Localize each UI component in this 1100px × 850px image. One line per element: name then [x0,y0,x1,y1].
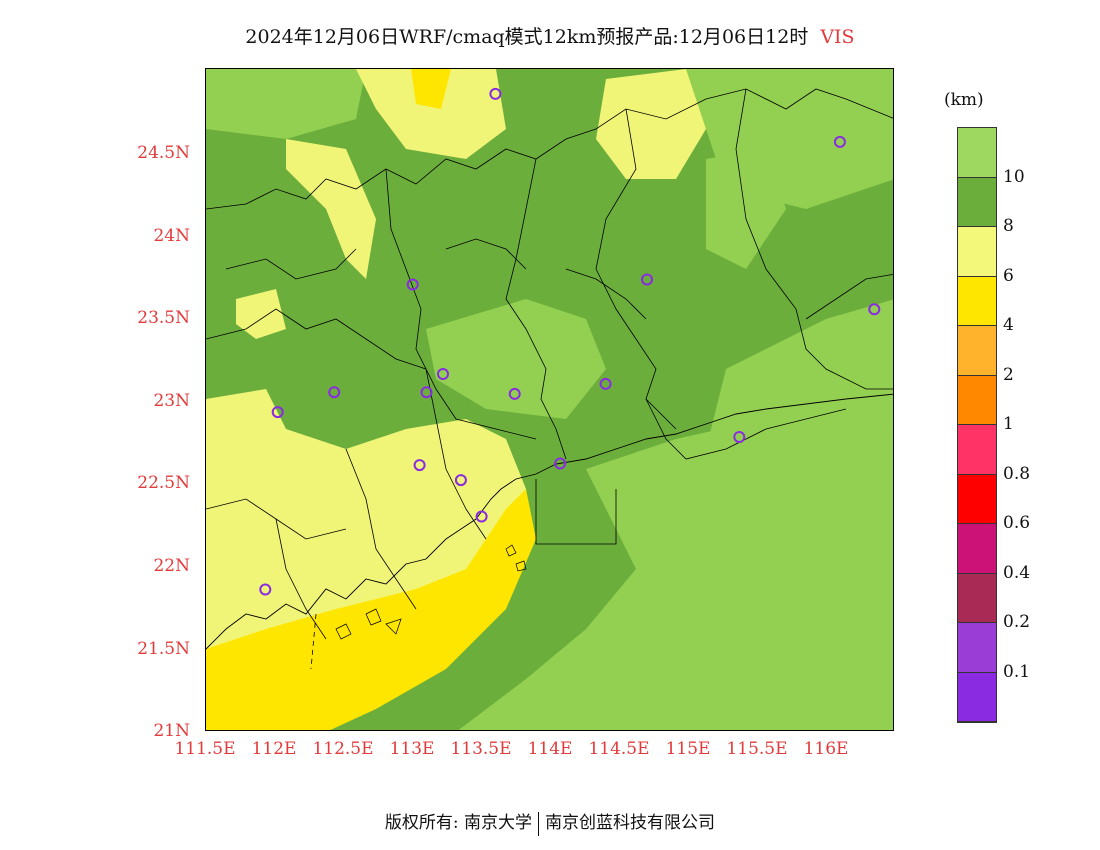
legend-tick-label: 4 [1003,315,1014,335]
legend-color-block [958,623,996,673]
low-vis-region-coastal [206,489,536,730]
lat-label-23n: 23N [153,391,190,411]
legend-color-block [958,326,996,376]
lon-label-114e: 114E [527,739,573,759]
station-marker [475,510,488,523]
station-marker [554,457,567,470]
legend-color-block [958,177,996,227]
legend-tick-label: 8 [1003,216,1014,236]
legend-tick-label: 2 [1003,364,1014,385]
station-marker [406,278,419,291]
coastline [206,393,893,650]
admin-boundaries [206,88,893,640]
legend-color-block [958,573,996,623]
lon-label-115e: 115E [665,739,711,759]
lon-label-114-5e: 114.5E [588,739,650,759]
haze-region-south [206,389,526,689]
lon-label-116e: 116E [803,739,849,759]
lat-label-24-5n: 24.5N [137,143,190,163]
haze-patch-west [236,289,286,339]
legend-color-block [958,672,996,722]
copyright-right: 南京创蓝科技有限公司 [545,813,716,833]
station-marker [833,135,846,148]
station-marker [733,431,746,443]
station-marker [328,386,341,399]
legend-tick-label: 0.8 [1003,463,1031,484]
legend-unit: (km) [944,90,984,110]
light-green-patch-east [706,149,786,269]
dashed-boundary [310,613,317,670]
light-green-patch-north [206,69,366,139]
legend-tick-label: 1 [1003,414,1014,434]
legend-tick-label: 0.2 [1003,612,1031,632]
lon-label-115-5e: 115.5E [726,739,788,759]
lat-label-21n: 21N [153,721,190,741]
lat-label-24n: 24N [153,226,190,246]
haze-region-north [356,69,506,159]
map-canvas [206,69,893,730]
lon-label-112-5e: 112.5E [312,739,374,759]
station-marker [271,406,284,419]
legend-color-block [958,375,996,425]
haze-region-ne [596,69,706,179]
station-marker [413,459,426,472]
copyright-footer: 版权所有: 南京大学 南京创蓝科技有限公司 [0,808,1100,836]
legend-color-block [958,524,996,574]
copyright-left: 版权所有: 南京大学 [384,813,533,833]
lon-label-113-5e: 113.5E [450,739,512,759]
legend-color-block [958,276,996,326]
lat-label-22-5n: 22.5N [137,473,190,493]
station-marker [508,387,521,400]
lat-label-22n: 22N [153,556,190,576]
legend-tick-label: 6 [1003,265,1014,286]
haze-region-valley [286,139,376,279]
legend-tick-label: 10 [1003,166,1025,187]
light-green-patch-center [426,299,606,419]
legend-color-block [958,227,996,277]
title-variable: VIS [820,26,855,48]
footer-separator [538,811,540,836]
legend-color-block [958,474,996,524]
legend-color-block [958,425,996,475]
title-main: 2024年12月06日WRF/cmaq模式12km预报产品:12月06日12时 [245,26,809,48]
station-marker [259,583,272,596]
map-panel [205,68,894,731]
legend-tick-label: 0.1 [1003,661,1031,682]
station-marker [437,368,449,380]
legend-color-block [958,128,996,178]
station-marker [868,303,881,316]
lat-label-21-5n: 21.5N [137,639,190,659]
lon-label-111-5e: 111.5E [174,739,236,759]
station-marker [489,87,502,100]
lon-label-112e: 112E [251,739,297,759]
islands [335,544,527,640]
chart-title: 2024年12月06日WRF/cmaq模式12km预报产品:12月06日12时 V… [0,22,1100,49]
lon-label-113e: 113E [389,739,435,759]
legend-tick-label: 0.4 [1003,562,1031,583]
legend-colorbar [957,127,997,723]
low-vis-patch-north [411,69,451,109]
sea-region [458,409,893,730]
station-marker [599,377,612,390]
station-marker [641,273,653,286]
station-layer [259,87,881,596]
legend-tick-label: 0.6 [1003,513,1031,533]
station-marker [420,386,433,399]
lat-label-23-5n: 23.5N [137,308,190,328]
station-marker [454,474,467,487]
